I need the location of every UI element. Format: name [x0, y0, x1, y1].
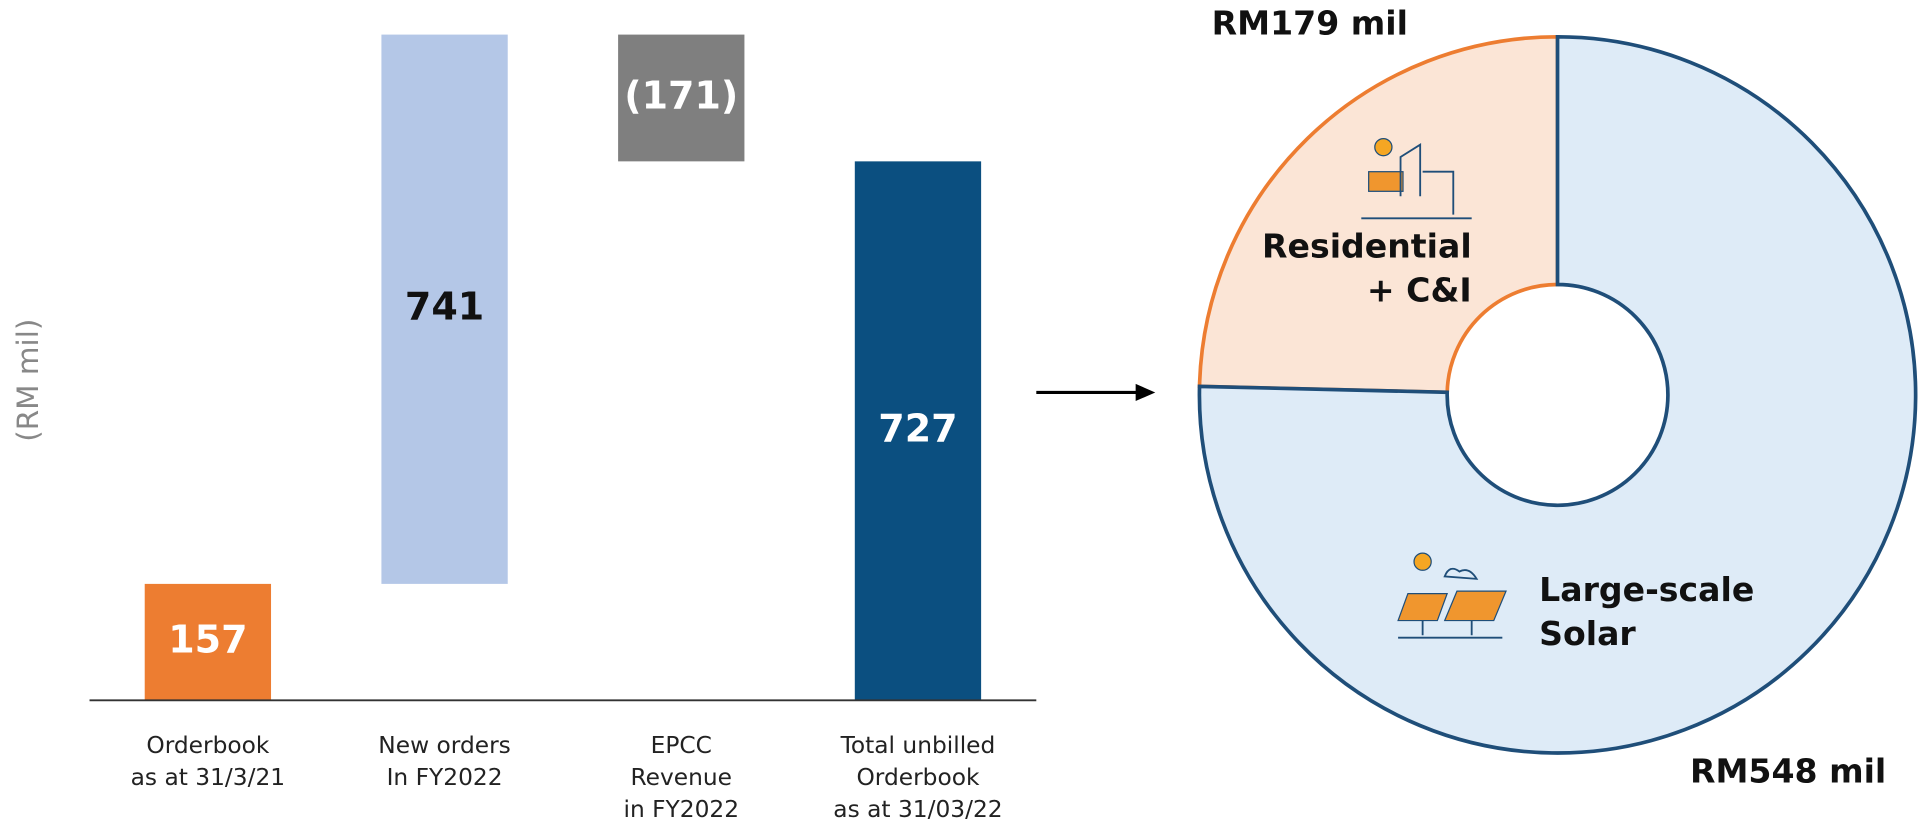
value-label: (171): [624, 73, 738, 117]
icon: [1443, 590, 1507, 622]
bar: [381, 34, 508, 584]
icon: [1397, 592, 1449, 622]
icon: [1368, 171, 1404, 192]
y-axis-label: (RM mil): [11, 319, 45, 442]
value-label: 157: [168, 618, 247, 662]
x-tick-label: EPCC Revenue in FY2022: [623, 732, 740, 823]
segment-label: Residential + C&I: [1262, 228, 1472, 311]
bar: [144, 583, 272, 701]
arrow-head: [1135, 383, 1156, 402]
value-label: RM548 mil: [1689, 753, 1887, 792]
bar: [618, 34, 745, 162]
segment-label: Large-scale Solar: [1539, 571, 1755, 654]
bar: [854, 161, 982, 701]
x-tick-label: Orderbook as at 31/3/21: [130, 732, 286, 792]
x-tick-label: New orders In FY2022: [378, 732, 511, 792]
value-label: 741: [405, 285, 484, 329]
icon: [1361, 143, 1472, 220]
value-label: 727: [878, 406, 957, 450]
icon: [1443, 567, 1479, 580]
value-label: RM179 mil: [1211, 4, 1408, 43]
icon: [1413, 552, 1432, 571]
x-tick-label: Total unbilled Orderbook as at 31/03/22: [833, 732, 1003, 823]
icon: [1374, 137, 1393, 157]
donut-segment: [1197, 34, 1918, 755]
icon: [1398, 620, 1503, 639]
donut-segment: [1197, 34, 1560, 395]
